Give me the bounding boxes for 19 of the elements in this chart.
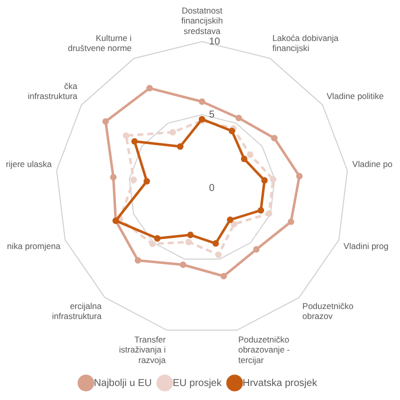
y-tick-label: 10 xyxy=(209,36,221,48)
spoke-label: rijere ulaska xyxy=(6,158,52,169)
y-tick-label: 0 xyxy=(209,182,215,194)
spoke-label: Poduzetničko obrazovanje - tercijar xyxy=(238,334,290,365)
spoke-label: nika promjena xyxy=(7,241,61,252)
spoke-label: Vladine po xyxy=(352,158,393,169)
spoke-label: Vladini prog xyxy=(344,241,389,252)
legend-label: Najbolji u EU xyxy=(94,378,152,389)
spoke-label: Transfer istraživanja i razvoja xyxy=(118,334,166,365)
spoke-label: Lakoća dobivanja financijski xyxy=(272,32,339,54)
y-tick-label: 5 xyxy=(209,110,215,121)
spoke-label: čka infrastruktura xyxy=(28,81,78,102)
spoke-label: ercijalna infrastruktura xyxy=(52,300,102,321)
spoke-label: Kulturne i društvene norme xyxy=(68,32,132,54)
spoke-label: Vladine politike xyxy=(326,91,384,102)
legend-label: EU prosjek xyxy=(172,378,223,389)
spoke-label: Poduzetničko obrazov xyxy=(302,300,354,321)
legend-label: Hrvatska prosjek xyxy=(242,378,318,389)
spoke-label: Dostatnost financijskih sredstava xyxy=(181,5,224,36)
